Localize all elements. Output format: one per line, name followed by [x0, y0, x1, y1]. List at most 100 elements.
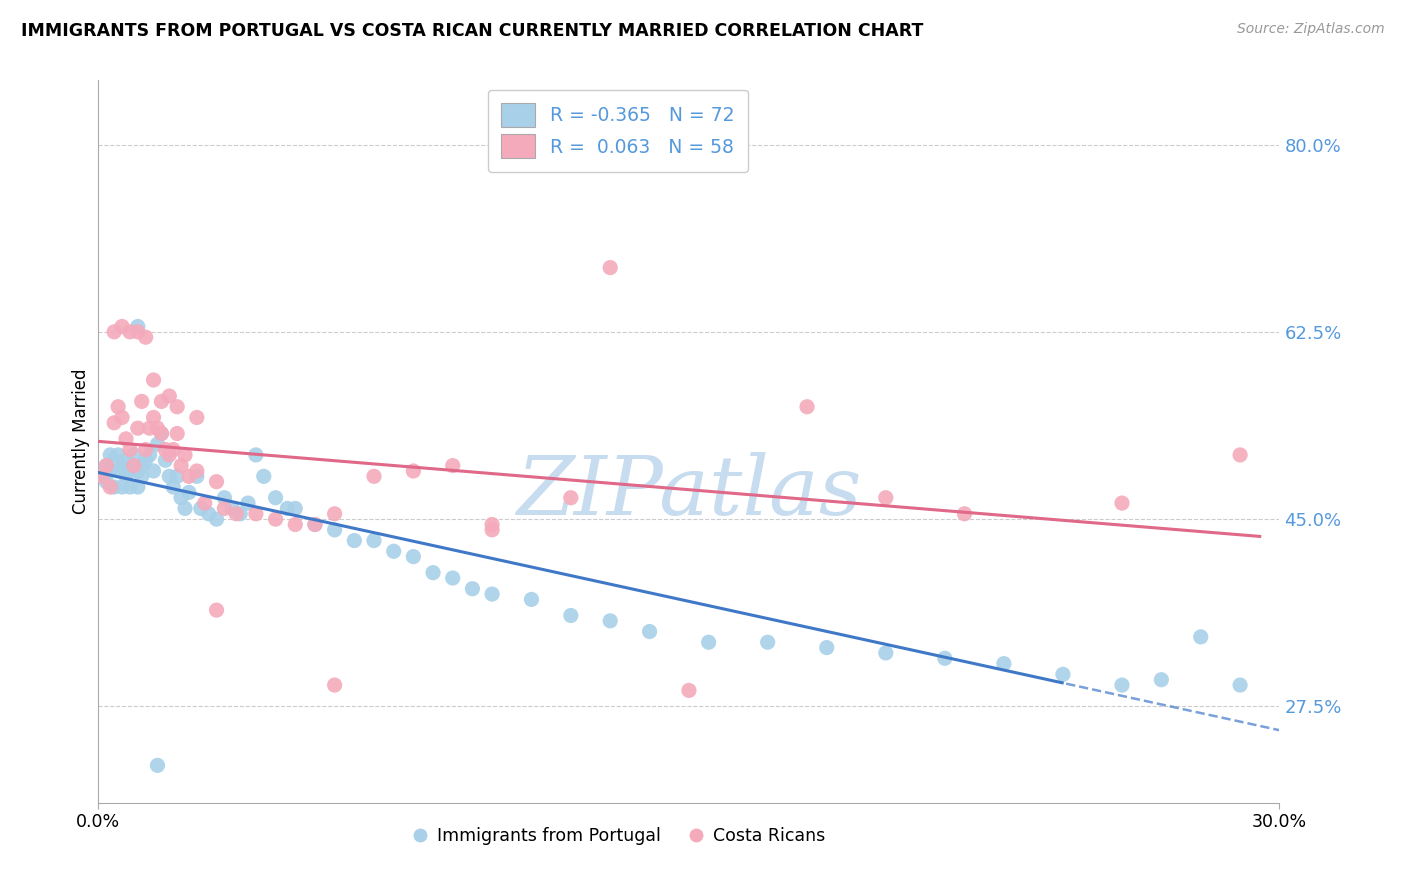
Point [186, 410, 208, 425]
Point [1189, 630, 1212, 644]
Point [157, 389, 180, 403]
Point [214, 491, 236, 505]
Point [402, 464, 425, 478]
Point [197, 507, 219, 521]
Point [264, 512, 287, 526]
Point [166, 400, 188, 414]
Point [520, 592, 543, 607]
Point [111, 410, 134, 425]
Point [127, 319, 149, 334]
Point [127, 464, 149, 478]
Point [875, 491, 897, 505]
Point [304, 517, 326, 532]
Point [284, 501, 307, 516]
Point [127, 421, 149, 435]
Point [875, 646, 897, 660]
Point [150, 426, 173, 441]
Point [205, 475, 228, 489]
Point [1150, 673, 1173, 687]
Point [363, 533, 385, 548]
Point [142, 373, 165, 387]
Point [115, 469, 138, 483]
Point [402, 549, 425, 564]
Point [229, 507, 252, 521]
Point [221, 501, 243, 516]
Point [118, 480, 141, 494]
Point [264, 491, 287, 505]
Point [107, 448, 129, 462]
Point [135, 330, 157, 344]
Point [190, 501, 212, 516]
Point [155, 442, 177, 457]
Point [245, 448, 267, 462]
Point [150, 394, 173, 409]
Point [111, 319, 134, 334]
Point [170, 458, 193, 473]
Point [815, 640, 838, 655]
Point [142, 410, 165, 425]
Point [422, 566, 444, 580]
Point [162, 442, 184, 457]
Point [103, 453, 125, 467]
Point [135, 442, 157, 457]
Point [796, 400, 818, 414]
Point [103, 480, 125, 494]
Point [441, 571, 464, 585]
Point [155, 453, 177, 467]
Point [138, 448, 160, 462]
Point [91, 469, 114, 483]
Point [194, 496, 217, 510]
Point [118, 325, 141, 339]
Point [174, 448, 197, 462]
Point [304, 517, 326, 532]
Point [162, 480, 184, 494]
Point [560, 608, 582, 623]
Point [1052, 667, 1074, 681]
Point [186, 469, 208, 483]
Point [174, 501, 197, 516]
Point [599, 614, 621, 628]
Point [146, 437, 169, 451]
Point [98, 448, 121, 462]
Point [122, 458, 145, 473]
Point [225, 507, 247, 521]
Legend: Immigrants from Portugal, Costa Ricans: Immigrants from Portugal, Costa Ricans [404, 820, 832, 852]
Point [1229, 678, 1251, 692]
Point [170, 491, 193, 505]
Point [96, 458, 118, 473]
Point [599, 260, 621, 275]
Point [993, 657, 1015, 671]
Point [127, 480, 149, 494]
Point [115, 432, 138, 446]
Point [96, 458, 118, 473]
Point [236, 496, 259, 510]
Point [166, 426, 188, 441]
Y-axis label: Currently Married: Currently Married [72, 368, 90, 515]
Point [953, 507, 976, 521]
Point [166, 469, 188, 483]
Point [481, 517, 503, 532]
Point [186, 464, 208, 478]
Point [205, 512, 228, 526]
Text: IMMIGRANTS FROM PORTUGAL VS COSTA RICAN CURRENTLY MARRIED CORRELATION CHART: IMMIGRANTS FROM PORTUGAL VS COSTA RICAN … [21, 22, 924, 40]
Point [157, 448, 180, 462]
Point [638, 624, 661, 639]
Point [678, 683, 700, 698]
Point [146, 758, 169, 772]
Point [363, 469, 385, 483]
Point [157, 469, 180, 483]
Point [481, 587, 503, 601]
Point [323, 523, 346, 537]
Point [177, 485, 200, 500]
Point [1111, 496, 1133, 510]
Point [323, 678, 346, 692]
Point [111, 480, 134, 494]
Point [441, 458, 464, 473]
Text: Source: ZipAtlas.com: Source: ZipAtlas.com [1237, 22, 1385, 37]
Point [103, 325, 125, 339]
Point [103, 416, 125, 430]
Text: ZIPatlas: ZIPatlas [516, 452, 862, 533]
Point [115, 453, 138, 467]
Point [111, 458, 134, 473]
Point [146, 421, 169, 435]
